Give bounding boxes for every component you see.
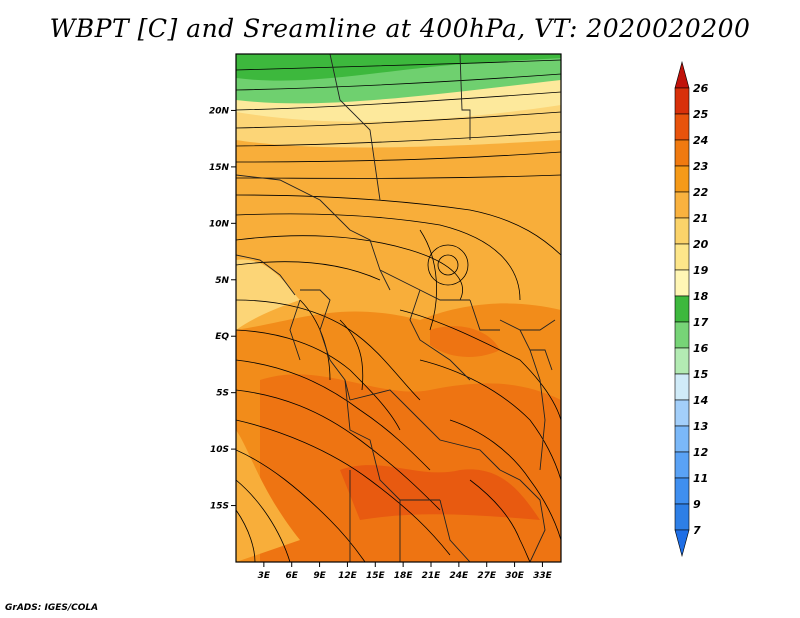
colorbar-label: 26 (693, 82, 709, 95)
colorbar-segment (674, 191, 690, 219)
colorbar-label: 14 (693, 394, 708, 407)
colorbar-label: 15 (693, 368, 709, 381)
map-title: WBPT [C] and Sreamline at 400hPa, VT: 20… (49, 14, 751, 43)
lat-label: 20N (209, 106, 230, 116)
colorbar-label: 7 (693, 524, 701, 537)
lon-label: 30E (505, 571, 525, 581)
lat-label: 15N (209, 163, 230, 173)
colorbar-segment (674, 321, 690, 349)
wbpt-shaded-field (236, 54, 561, 562)
colorbar-label: 24 (693, 134, 708, 147)
colorbar-segment (674, 165, 690, 193)
colorbar-label: 25 (693, 108, 709, 121)
lon-label: 12E (338, 571, 358, 581)
lat-label: EQ (215, 332, 229, 342)
colorbar-segment (674, 399, 690, 427)
colorbar-segment (674, 347, 690, 375)
lon-label: 27E (477, 571, 497, 581)
colorbar-segment (674, 113, 690, 141)
colorbar-segment (674, 373, 690, 401)
colorbar-segment (674, 295, 690, 323)
lat-label: 5N (215, 276, 229, 286)
colorbar-segment (674, 477, 690, 505)
lon-label: 9E (313, 571, 326, 581)
lat-label: 15S (210, 502, 229, 512)
lon-label: 6E (286, 571, 299, 581)
colorbar-segment (674, 217, 690, 245)
colorbar-segment (674, 87, 690, 115)
colorbar-labels: 7 9 11 12 13 14 15 16 17 18 19 20 21 22 23 24 25 26 (693, 82, 709, 537)
lat-label: 10S (210, 445, 229, 455)
lon-label: 21E (422, 571, 442, 581)
longitude-labels: 3E 6E 9E 12E 15E 18E 21E 24E 27E 30E 33E (258, 571, 553, 581)
colorbar-segment (674, 503, 690, 531)
colorbar-label: 19 (693, 264, 709, 277)
colorbar-label: 21 (693, 212, 708, 225)
map-frame (235, 53, 562, 563)
colorbar-label: 11 (693, 472, 708, 485)
colorbar-segment (674, 451, 690, 479)
lat-label: 10N (209, 219, 230, 229)
lon-label: 3E (258, 571, 271, 581)
lat-label: 5S (216, 389, 229, 399)
colorbar-label: 12 (693, 446, 709, 459)
colorbar-segment (674, 139, 690, 167)
colorbar-label: 22 (693, 186, 709, 199)
lon-label: 15E (366, 571, 386, 581)
colorbar-label: 17 (693, 316, 709, 329)
colorbar-label: 18 (693, 290, 709, 303)
colorbar-label: 16 (693, 342, 709, 355)
colorbar-label: 20 (693, 238, 709, 251)
colorbar (674, 60, 690, 558)
latitude-labels: 20N 15N 10N 5N EQ 5S 10S 15S (209, 106, 230, 511)
colorbar-label: 9 (693, 498, 701, 511)
lon-label: 33E (533, 571, 553, 581)
colorbar-segment (674, 425, 690, 453)
axis-ticks (231, 109, 543, 567)
country-borders (236, 54, 556, 562)
lon-label: 18E (394, 571, 414, 581)
colorbar-label: 13 (693, 420, 709, 433)
colorbar-label: 23 (693, 160, 709, 173)
credit-text: GrADS: IGES/COLA (5, 603, 99, 613)
colorbar-segment (674, 243, 690, 271)
colorbar-segment (674, 529, 690, 558)
lon-label: 24E (450, 571, 470, 581)
colorbar-segment (674, 60, 690, 89)
colorbar-segment (674, 269, 690, 297)
